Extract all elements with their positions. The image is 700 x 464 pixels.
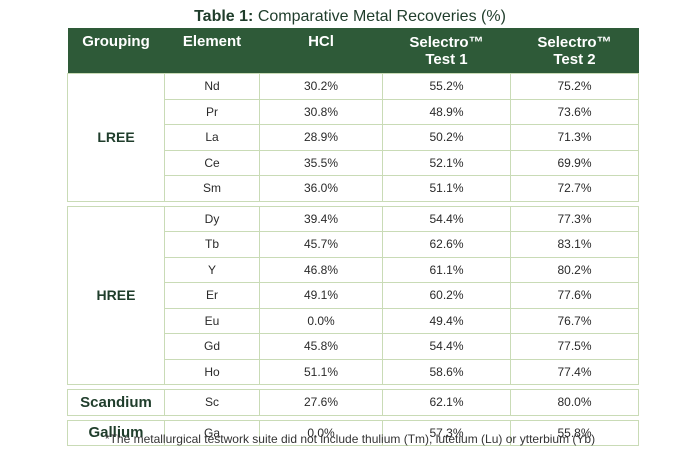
cell-test2: 76.7% bbox=[510, 307, 639, 334]
cell-element: Y bbox=[164, 256, 260, 283]
table-row: Sm 36.0% 51.1% 72.7% bbox=[68, 175, 639, 202]
cell-test1: 52.1% bbox=[382, 149, 511, 176]
header-test1: Selectro™ Test 1 bbox=[382, 28, 511, 74]
cell-test1: 54.4% bbox=[382, 205, 511, 232]
group-separator bbox=[67, 200, 639, 207]
table-row: Tb 45.7% 62.6% 83.1% bbox=[68, 231, 639, 258]
group-label-scandium: Scandium bbox=[67, 389, 165, 416]
cell-hcl: 30.8% bbox=[259, 98, 383, 125]
header-test1-line1: Selectro™ bbox=[409, 33, 484, 51]
group-separator bbox=[67, 384, 639, 390]
group-separator bbox=[67, 414, 639, 421]
cell-test2: 83.1% bbox=[510, 231, 639, 258]
header-test1-line2: Test 1 bbox=[425, 50, 468, 68]
cell-hcl: 35.5% bbox=[259, 149, 383, 176]
cell-element: Nd bbox=[164, 73, 260, 100]
cell-test1: 62.6% bbox=[382, 231, 511, 258]
cell-test1: 60.2% bbox=[382, 282, 511, 309]
cell-hcl: 0.0% bbox=[259, 307, 383, 334]
table-row: HREE Dy 39.4% 54.4% 77.3% bbox=[67, 205, 639, 385]
cell-element: Pr bbox=[164, 98, 260, 125]
footnote: *The metallurgical testwork suite did no… bbox=[104, 432, 596, 446]
header-row: Grouping Element HCl Selectro™ Test 1 Se… bbox=[67, 28, 639, 74]
cell-test2: 80.0% bbox=[510, 389, 639, 416]
cell-test1: 58.6% bbox=[382, 358, 511, 385]
cell-hcl: 27.6% bbox=[259, 389, 383, 416]
cell-element: Ho bbox=[164, 358, 260, 385]
cell-element: Dy bbox=[164, 205, 260, 232]
table-row: Gallium Ga 0.0% 57.3% 55.8% bbox=[67, 419, 639, 446]
cell-hcl: 36.0% bbox=[259, 175, 383, 202]
cell-test2: 55.8% bbox=[510, 419, 639, 446]
cell-hcl: 51.1% bbox=[259, 358, 383, 385]
cell-test2: 77.3% bbox=[510, 205, 639, 232]
group-label-hree: HREE bbox=[67, 205, 165, 385]
cell-test2: 72.7% bbox=[510, 175, 639, 202]
cell-hcl: 49.1% bbox=[259, 282, 383, 309]
cell-test2: 69.9% bbox=[510, 149, 639, 176]
cell-test2: 71.3% bbox=[510, 124, 639, 151]
header-grouping: Grouping bbox=[67, 28, 165, 74]
cell-test1: 62.1% bbox=[382, 389, 511, 416]
cell-element: Tb bbox=[164, 231, 260, 258]
cell-element: Sm bbox=[164, 175, 260, 202]
separator-cell bbox=[67, 414, 639, 421]
cell-hcl: 46.8% bbox=[259, 256, 383, 283]
table-row: LREE Nd 30.2% 55.2% 75.2% bbox=[67, 73, 639, 202]
cell-test1: 54.4% bbox=[382, 333, 511, 360]
cell-test2: 77.6% bbox=[510, 282, 639, 309]
table-row: La 28.9% 50.2% 71.3% bbox=[68, 124, 639, 151]
table-row: Gd 45.8% 54.4% 77.5% bbox=[68, 333, 639, 360]
cell-element: Ce bbox=[164, 149, 260, 176]
cell-test1: 49.4% bbox=[382, 307, 511, 334]
header-test2-line2: Test 2 bbox=[553, 50, 596, 68]
cell-test2: 77.5% bbox=[510, 333, 639, 360]
cell-element: La bbox=[164, 124, 260, 151]
cell-test1: 48.9% bbox=[382, 98, 511, 125]
header-test2: Selectro™ Test 2 bbox=[510, 28, 639, 74]
group-label-lree: LREE bbox=[67, 73, 165, 202]
header-test2-line1: Selectro™ bbox=[537, 33, 612, 51]
cell-test1: 61.1% bbox=[382, 256, 511, 283]
cell-test2: 77.4% bbox=[510, 358, 639, 385]
separator-cell bbox=[67, 200, 639, 207]
table-title-label: Table 1: bbox=[194, 8, 254, 25]
cell-test1: 55.2% bbox=[382, 73, 511, 100]
table-row: Ho 51.1% 58.6% 77.4% bbox=[68, 358, 639, 385]
cell-test2: 73.6% bbox=[510, 98, 639, 125]
cell-test2: 75.2% bbox=[510, 73, 639, 100]
table-row: Er 49.1% 60.2% 77.6% bbox=[68, 282, 639, 309]
cell-element: Gd bbox=[164, 333, 260, 360]
recoveries-table: Grouping Element HCl Selectro™ Test 1 Se… bbox=[67, 28, 639, 446]
cell-element: Sc bbox=[164, 389, 260, 416]
cell-hcl: 30.2% bbox=[259, 73, 383, 100]
cell-test1: 50.2% bbox=[382, 124, 511, 151]
separator-cell bbox=[67, 384, 639, 390]
table-row: Pr 30.8% 48.9% 73.6% bbox=[68, 98, 639, 125]
cell-hcl: 28.9% bbox=[259, 124, 383, 151]
table-title-text: Comparative Metal Recoveries (%) bbox=[253, 8, 506, 25]
cell-test1: 57.3% bbox=[382, 419, 511, 446]
table-row: Ce 35.5% 52.1% 69.9% bbox=[68, 149, 639, 176]
cell-element: Eu bbox=[164, 307, 260, 334]
cell-hcl: 39.4% bbox=[259, 205, 383, 232]
cell-test2: 80.2% bbox=[510, 256, 639, 283]
cell-element: Er bbox=[164, 282, 260, 309]
header-hcl: HCl bbox=[259, 28, 383, 74]
cell-hcl: 0.0% bbox=[259, 419, 383, 446]
table-row: Scandium Sc 27.6% 62.1% 80.0% bbox=[67, 389, 639, 416]
table-title: Table 1: Comparative Metal Recoveries (%… bbox=[0, 8, 700, 26]
cell-hcl: 45.7% bbox=[259, 231, 383, 258]
cell-hcl: 45.8% bbox=[259, 333, 383, 360]
cell-test1: 51.1% bbox=[382, 175, 511, 202]
cell-element: Ga bbox=[164, 419, 260, 446]
header-element: Element bbox=[164, 28, 260, 74]
